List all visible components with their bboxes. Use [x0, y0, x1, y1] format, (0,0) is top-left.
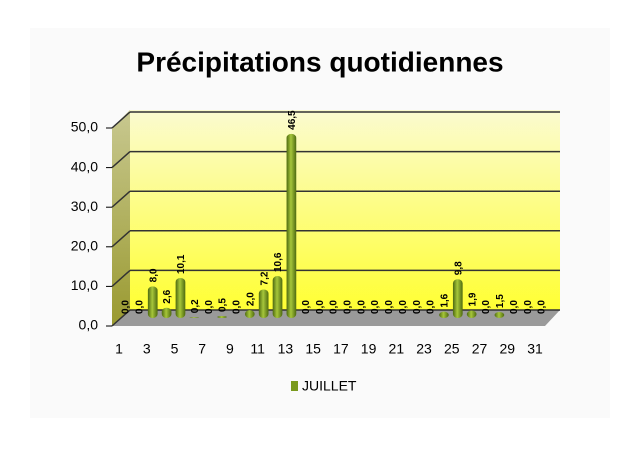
value-label: 0,0 — [315, 300, 326, 314]
legend-swatch — [291, 381, 298, 391]
x-tick-label: 25 — [444, 341, 460, 357]
y-tick-label: 20,0 — [71, 238, 98, 254]
bar — [286, 133, 297, 319]
value-label: 1,5 — [495, 294, 506, 308]
x-tick-label: 11 — [250, 341, 265, 357]
y-tick-label: 50,0 — [71, 119, 98, 135]
x-tick-label: 13 — [278, 341, 294, 357]
x-tick-label: 7 — [198, 341, 206, 357]
grid-line-side — [111, 269, 131, 287]
value-label: 0,0 — [523, 300, 534, 314]
value-label: 7,2 — [259, 271, 270, 285]
value-label: 0,0 — [232, 300, 243, 314]
x-tick-label: 27 — [472, 341, 488, 357]
bar — [258, 289, 269, 319]
plot-wall — [130, 110, 560, 310]
value-label: 0,0 — [370, 300, 381, 314]
x-tick-label: 5 — [171, 341, 179, 357]
value-label: 0,0 — [481, 300, 492, 314]
value-label: 0,0 — [121, 300, 132, 314]
value-label: 0,0 — [426, 300, 437, 314]
value-label: 2,0 — [245, 292, 256, 306]
grid-line-side — [111, 151, 131, 169]
x-tick-label: 19 — [361, 341, 377, 357]
value-label: 0,0 — [204, 300, 215, 314]
grid-line-side — [111, 190, 131, 208]
value-label: 0,0 — [356, 300, 367, 314]
bar — [272, 276, 283, 319]
chart-title: Précipitations quotidiennes — [136, 46, 503, 77]
bar — [466, 310, 477, 319]
x-tick-label: 15 — [305, 341, 321, 357]
grid-line-side — [111, 230, 131, 248]
legend-label: JUILLET — [302, 378, 357, 394]
value-label: 0,0 — [412, 300, 423, 314]
value-label: 9,8 — [453, 261, 464, 275]
bar — [452, 279, 463, 319]
x-tick-label: 9 — [226, 341, 234, 357]
x-tick-label: 29 — [499, 341, 515, 357]
bar — [161, 307, 172, 319]
y-tick-label: 0,0 — [79, 317, 99, 333]
bar — [439, 311, 449, 319]
value-label: 0,0 — [537, 300, 548, 314]
value-label: 1,6 — [440, 293, 451, 307]
value-label: 0,0 — [384, 300, 395, 314]
x-tick-label: 21 — [389, 341, 405, 357]
value-label: 0,5 — [218, 298, 229, 312]
value-label: 0,0 — [135, 300, 146, 314]
y-tick-label: 10,0 — [71, 277, 98, 293]
value-label: 0,0 — [398, 300, 409, 314]
value-label: 0,0 — [301, 300, 312, 314]
bar — [189, 317, 200, 319]
value-label: 8,0 — [148, 268, 159, 282]
y-tick-label: 30,0 — [71, 198, 98, 214]
y-tick-label: 40,0 — [71, 158, 98, 174]
x-tick-label: 17 — [333, 341, 349, 357]
grid-line-side — [111, 111, 131, 129]
bar — [244, 310, 255, 319]
value-label: 10,1 — [176, 254, 187, 274]
bar — [175, 278, 186, 319]
x-tick-label: 31 — [527, 341, 543, 357]
value-label: 1,9 — [467, 292, 478, 306]
value-label: 46,5 — [287, 110, 298, 130]
value-label: 0,0 — [329, 300, 340, 314]
value-label: 0,2 — [190, 299, 201, 313]
value-label: 10,6 — [273, 252, 284, 272]
value-label: 0,0 — [509, 300, 520, 314]
x-tick-label: 3 — [143, 341, 151, 357]
plot-side — [112, 110, 130, 326]
bar — [217, 316, 227, 319]
bar — [147, 286, 158, 319]
value-label: 2,6 — [162, 289, 173, 303]
value-label: 0,0 — [343, 300, 354, 314]
x-tick-label: 23 — [416, 341, 432, 357]
x-tick-label: 1 — [115, 341, 123, 357]
bar — [494, 312, 505, 319]
grid-line-side — [111, 309, 131, 327]
